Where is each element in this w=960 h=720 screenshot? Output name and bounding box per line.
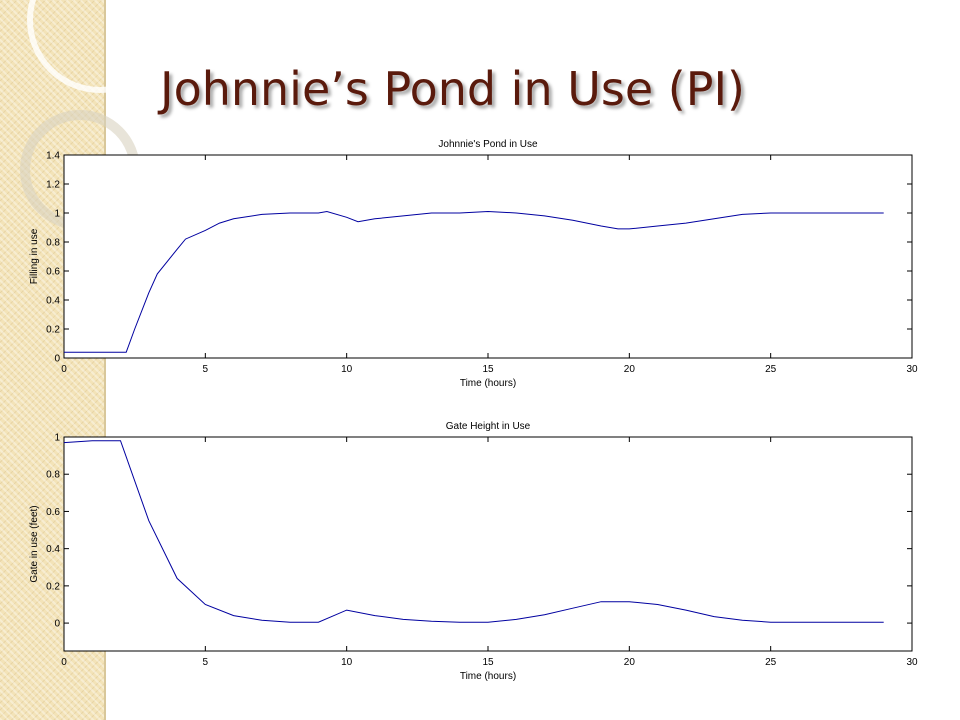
y-tick-label: 1 — [54, 209, 60, 220]
y-tick-label: 0 — [54, 619, 60, 630]
y-tick-label: 0.4 — [46, 296, 60, 307]
slide-title: Johnnie’s Pond in Use (PI) — [160, 62, 745, 116]
x-tick-label: 10 — [341, 657, 353, 668]
y-tick-label: 0.8 — [46, 470, 60, 481]
data-line — [64, 210, 884, 353]
y-tick-label: 0.6 — [46, 507, 60, 518]
chart-title: Johnnie's Pond in Use — [438, 139, 538, 150]
x-axis-label: Time (hours) — [460, 378, 516, 389]
decor-circle — [27, 0, 173, 93]
x-tick-label: 5 — [203, 657, 209, 668]
x-tick-label: 25 — [765, 657, 777, 668]
y-tick-label: 0.2 — [46, 325, 60, 336]
y-tick-label: 0.8 — [46, 238, 60, 249]
x-tick-label: 15 — [482, 364, 494, 375]
y-tick-label: 0.2 — [46, 581, 60, 592]
x-tick-label: 0 — [61, 657, 67, 668]
y-axis-label: Gate in use (feet) — [29, 505, 40, 582]
y-tick-label: 0.6 — [46, 267, 60, 278]
y-tick-label: 0 — [54, 354, 60, 365]
axes-box — [63, 154, 913, 359]
x-axis-label: Time (hours) — [460, 671, 516, 682]
x-tick-label: 10 — [341, 364, 353, 375]
x-tick-label: 20 — [624, 657, 636, 668]
axes-box — [63, 436, 913, 652]
x-tick-label: 5 — [203, 364, 209, 375]
x-tick-label: 30 — [906, 657, 918, 668]
x-tick-label: 0 — [61, 364, 67, 375]
y-tick-label: 1.2 — [46, 180, 60, 191]
data-line — [63, 440, 884, 623]
x-tick-label: 30 — [906, 364, 918, 375]
y-tick-label: 1 — [54, 433, 60, 444]
y-tick-label: 0.4 — [46, 544, 60, 555]
y-axis-label: Filling in use — [29, 228, 40, 284]
x-tick-label: 15 — [482, 657, 494, 668]
y-tick-label: 1.4 — [46, 151, 60, 162]
x-tick-label: 25 — [765, 364, 777, 375]
chart-title: Gate Height in Use — [446, 421, 531, 432]
x-tick-label: 20 — [624, 364, 636, 375]
